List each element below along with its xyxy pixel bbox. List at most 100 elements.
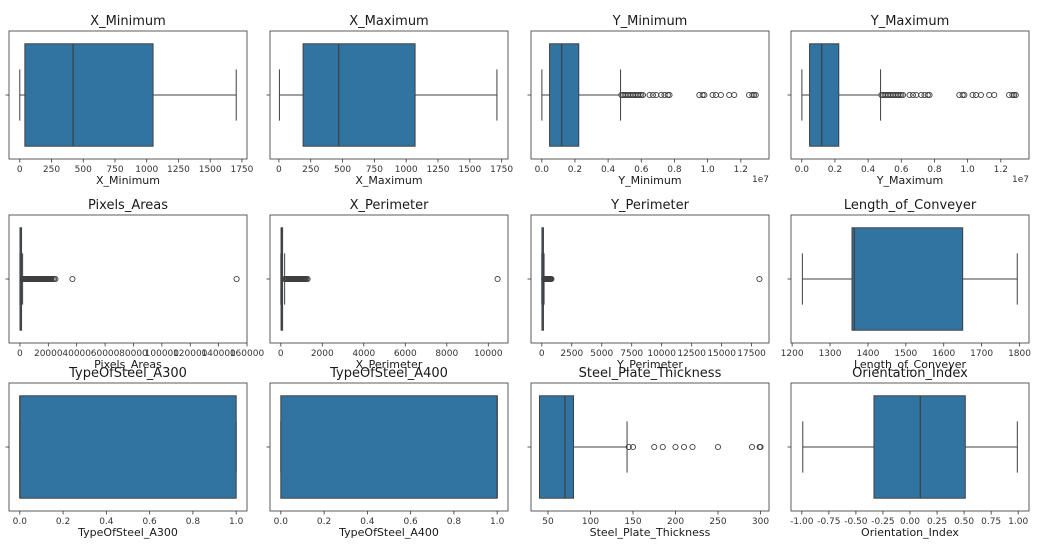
x-tick-label: 0.00 xyxy=(900,517,920,527)
x-tick-label: 750 xyxy=(366,165,383,175)
outlier-point xyxy=(751,91,758,99)
x-tick-label: 0.25 xyxy=(927,517,947,527)
x-tick-label: 120000 xyxy=(173,349,208,359)
subplot-title: X_Minimum xyxy=(90,14,166,29)
iqr-box xyxy=(24,43,154,147)
x-tick-label: 1600 xyxy=(932,349,955,359)
x-tick-label: 0.6 xyxy=(894,165,909,175)
x-tick-label: 1.0 xyxy=(229,517,244,527)
x-tick-label: 1700 xyxy=(970,349,993,359)
outlier-point xyxy=(646,91,653,99)
x-tick-label: -1.00 xyxy=(790,517,814,527)
x-tick-label: 0 xyxy=(539,349,545,359)
outlier-point xyxy=(986,91,993,99)
outlier-point xyxy=(717,91,724,99)
outlier-point xyxy=(701,91,708,99)
x-tick-label: 250 xyxy=(43,165,60,175)
x-tick-label: -0.50 xyxy=(844,517,868,527)
outlier-point xyxy=(959,91,966,99)
outlier-point xyxy=(636,91,643,99)
outlier-point xyxy=(666,91,673,99)
iqr-box xyxy=(873,395,966,499)
subplot-title: TypeOfSteel_A300 xyxy=(68,366,187,381)
subplot-orientation-index: Orientation_Index -1.00 -0.75 -0.50 -0.25 0.0… xyxy=(787,366,1030,539)
x-tick-label: 1500 xyxy=(199,165,222,175)
x-tick-label: 17500 xyxy=(737,349,766,359)
outlier-point xyxy=(680,443,688,451)
iqr-box xyxy=(302,43,416,147)
x-tick-label: 0.50 xyxy=(954,517,974,527)
x-axis-label: Pixels_Areas xyxy=(94,358,162,371)
x-tick-label: 0.8 xyxy=(927,165,942,175)
outlier-point xyxy=(961,91,968,99)
outlier-point xyxy=(712,91,719,99)
x-tick-label: 0.4 xyxy=(861,165,876,175)
x-tick-label: 0.2 xyxy=(317,517,331,527)
x-tick-label: 1.0 xyxy=(700,165,715,175)
outlier-point xyxy=(896,91,903,99)
subplot-x-perimeter: X_Perimeter 0 2000 4000 6000 8000 10000 X_Perim… xyxy=(266,198,509,371)
x-tick-label: 1250 xyxy=(167,165,190,175)
x-tick-label: 0.2 xyxy=(56,517,70,527)
x-tick-label: 1250 xyxy=(427,165,450,175)
x-tick-label: 4000 xyxy=(352,349,375,359)
subplot-length-of-conveyer: Length_of_Conveyer 1200 1300 1400 1500 1600 17… xyxy=(781,198,1032,371)
outlier-point xyxy=(304,275,311,283)
x-tick-label: 1300 xyxy=(819,349,842,359)
x-tick-label: 0.4 xyxy=(601,165,616,175)
outlier-point xyxy=(726,91,733,99)
x-tick-label: 0.75 xyxy=(981,517,1001,527)
outlier-point xyxy=(757,443,764,451)
outlier-point xyxy=(918,91,925,99)
x-axis-label: Y_Perimeter xyxy=(616,358,683,371)
x-tick-label: 1400 xyxy=(856,349,879,359)
outlier-point xyxy=(906,91,913,99)
subplot-typeofsteel-a300: TypeOfSteel_A300 0.0 0.2 0.4 0.6 0.8 1.0 TypeOf… xyxy=(5,366,248,539)
x-tick-label: 0.8 xyxy=(667,165,682,175)
x-tick-label: 1500 xyxy=(894,349,917,359)
x-tick-label: 150 xyxy=(624,517,641,527)
outlier-point xyxy=(913,91,920,99)
x-tick-label: 40000 xyxy=(62,349,91,359)
x-tick-label: 100 xyxy=(582,517,599,527)
x-axis-label: TypeOfSteel_A300 xyxy=(77,526,178,539)
subplot-title: X_Maximum xyxy=(349,14,428,29)
outlier-point xyxy=(659,443,666,451)
x-tick-label: 5000 xyxy=(590,349,613,359)
x-axis-offset-label: 1e7 xyxy=(1012,175,1029,185)
outlier-point xyxy=(752,91,759,99)
x-tick-label: 10000 xyxy=(474,349,503,359)
outlier-point xyxy=(926,91,933,99)
x-tick-label: 7500 xyxy=(620,349,643,359)
x-tick-label: 1500 xyxy=(458,165,481,175)
x-tick-label: 0 xyxy=(17,349,23,359)
outlier-point xyxy=(924,91,931,99)
x-tick-label: 250 xyxy=(302,165,319,175)
outlier-point xyxy=(638,91,645,99)
outlier-point xyxy=(899,91,907,99)
x-tick-label: 1800 xyxy=(1008,349,1031,359)
x-axis-label: X_Perimeter xyxy=(356,358,423,371)
x-tick-label: 0 xyxy=(17,165,23,175)
outlier-point xyxy=(1012,91,1019,99)
outlier-point xyxy=(639,91,647,99)
x-tick-label: 15000 xyxy=(707,349,736,359)
x-tick-label: 500 xyxy=(334,165,351,175)
x-tick-label: 1.2 xyxy=(994,165,1008,175)
iqr-box xyxy=(280,395,498,499)
outlier-point xyxy=(672,443,679,451)
x-tick-label: 750 xyxy=(106,165,123,175)
x-tick-label: 8000 xyxy=(435,349,458,359)
x-tick-label: 0 xyxy=(276,165,282,175)
x-tick-label: 0.6 xyxy=(403,517,418,527)
x-tick-label: 20000 xyxy=(34,349,63,359)
outlier-point xyxy=(991,91,998,99)
x-tick-label: 1200 xyxy=(781,349,804,359)
x-axis-label: Steel_Plate_Thickness xyxy=(590,526,711,539)
x-tick-label: 0.6 xyxy=(634,165,649,175)
x-axis-label: Y_Maximum xyxy=(876,174,943,187)
x-tick-label: -0.25 xyxy=(871,517,894,527)
iqr-box xyxy=(19,395,237,499)
x-tick-label: 80000 xyxy=(119,349,148,359)
